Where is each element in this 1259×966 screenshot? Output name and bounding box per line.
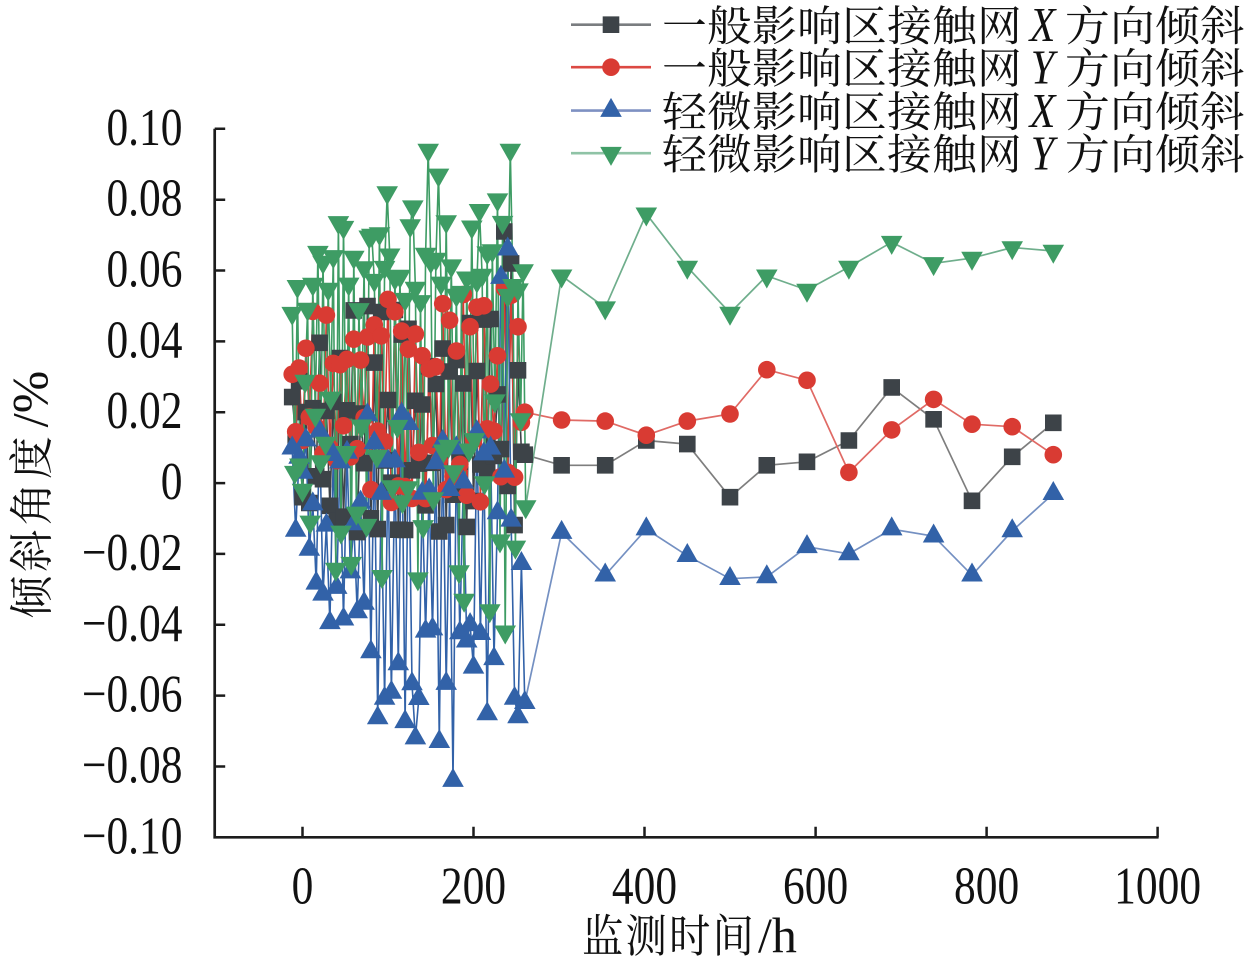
- svg-text:/h: /h: [758, 907, 797, 963]
- svg-text:/%: /%: [4, 371, 60, 428]
- svg-text:X: X: [1028, 83, 1058, 137]
- svg-text:200: 200: [441, 858, 506, 916]
- svg-text:1000: 1000: [1114, 858, 1201, 916]
- svg-text:800: 800: [954, 858, 1019, 916]
- svg-text:Y: Y: [1031, 40, 1059, 94]
- svg-text:−0.10: −0.10: [82, 807, 183, 865]
- svg-text:600: 600: [783, 858, 848, 916]
- svg-text:0.06: 0.06: [106, 241, 182, 299]
- svg-text:0: 0: [161, 453, 183, 511]
- svg-text:Y: Y: [1031, 126, 1059, 180]
- svg-text:0.10: 0.10: [106, 99, 182, 157]
- svg-text:−0.02: −0.02: [82, 524, 183, 582]
- svg-text:−0.06: −0.06: [82, 666, 183, 724]
- svg-text:0.08: 0.08: [106, 170, 182, 228]
- svg-text:X: X: [1028, 0, 1058, 52]
- svg-text:0: 0: [292, 858, 314, 916]
- svg-text:400: 400: [612, 858, 677, 916]
- svg-text:−0.04: −0.04: [82, 595, 183, 653]
- svg-text:0.02: 0.02: [106, 382, 182, 440]
- svg-text:0.04: 0.04: [106, 311, 182, 369]
- svg-text:−0.08: −0.08: [82, 737, 183, 795]
